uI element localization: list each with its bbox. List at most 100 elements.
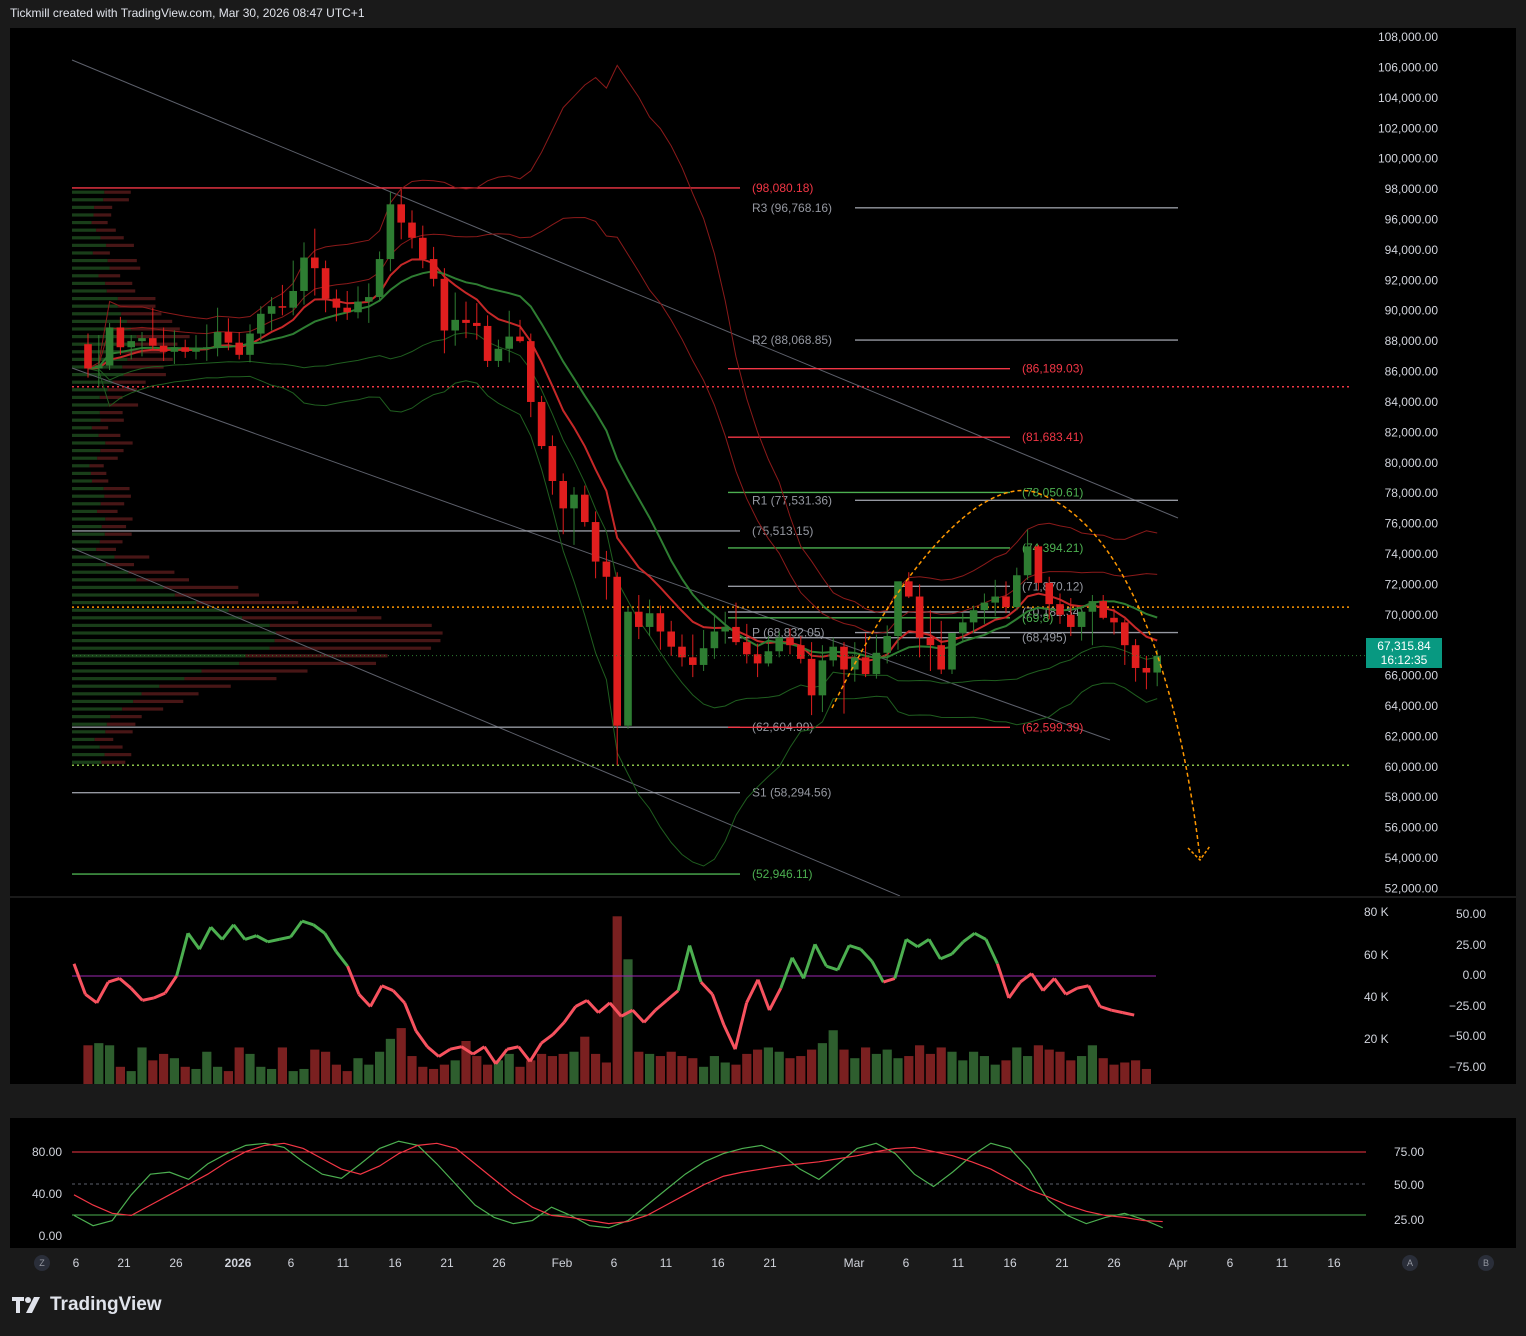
oscillator-segment bbox=[804, 944, 815, 978]
candle-body bbox=[95, 365, 103, 368]
candle-body bbox=[354, 302, 362, 313]
volume-profile-bar-down bbox=[159, 685, 230, 688]
candle-up bbox=[570, 487, 578, 545]
candle-body bbox=[570, 495, 578, 509]
volume-profile-bar-up bbox=[72, 517, 105, 520]
price-axis-tick: 96,000.00 bbox=[1385, 213, 1439, 227]
candle-body bbox=[646, 613, 654, 627]
candle-down bbox=[538, 396, 546, 449]
oscillator-segment bbox=[769, 988, 780, 1010]
oscillator-segment bbox=[1089, 986, 1100, 1007]
oscillator-segment bbox=[222, 925, 233, 940]
oscillator-segment bbox=[302, 921, 313, 925]
stochastic-left-tick: 0.00 bbox=[39, 1229, 63, 1243]
volume-bar bbox=[883, 1050, 892, 1084]
volume-profile-bar-down bbox=[142, 692, 199, 695]
oscillator-segment bbox=[781, 958, 792, 989]
volume-profile-bar-down bbox=[104, 495, 131, 498]
candle-body bbox=[959, 622, 967, 633]
candle-up bbox=[721, 612, 729, 644]
candle-body bbox=[333, 299, 341, 308]
oscillator-panel[interactable]: 80.00 40.00 0.00 75.00 50.00 25.00 bbox=[10, 1118, 1516, 1248]
price-panel[interactable]: (98,080.18) R3 (96,768.16) R2 (88,068.85) (… bbox=[10, 28, 1516, 896]
volume-profile-bar-up bbox=[72, 267, 110, 270]
oscillator-segment bbox=[325, 933, 336, 951]
candle-body bbox=[862, 657, 870, 674]
oscillator-segment bbox=[279, 937, 290, 939]
oscillator-segment bbox=[598, 1003, 609, 1013]
volume-bar bbox=[1023, 1056, 1032, 1084]
volume-profile-bar-up bbox=[72, 723, 107, 726]
stochastic-left-tick: 80.00 bbox=[32, 1145, 62, 1159]
oscillator-segment bbox=[507, 1047, 518, 1049]
oscillator-segment bbox=[473, 1047, 484, 1054]
candle-up bbox=[1078, 607, 1086, 640]
time-axis-tick: Mar bbox=[844, 1256, 865, 1270]
price-axis-tick: 108,000.00 bbox=[1378, 30, 1438, 44]
candle-up bbox=[365, 283, 373, 323]
volume-bar bbox=[699, 1067, 708, 1084]
candle-down bbox=[927, 610, 935, 671]
volume-panel[interactable]: 80 K 60 K 40 K 20 K 50.00 25.00 0.00 −25.00 −50.… bbox=[10, 898, 1516, 1084]
candle-body bbox=[214, 332, 222, 347]
candle-down bbox=[559, 473, 567, 534]
time-axis-tick: 16 bbox=[1327, 1256, 1341, 1270]
volume-chart[interactable]: 80 K 60 K 40 K 20 K 50.00 25.00 0.00 −25.00 −50.… bbox=[10, 898, 1516, 1084]
time-axis[interactable]: 6 21 26 2026 6 11 16 21 26 Feb 6 11 16 21 Mar 6 11 16 21 26… bbox=[0, 1250, 1526, 1276]
oscillator-chart[interactable]: 80.00 40.00 0.00 75.00 50.00 25.00 bbox=[10, 1118, 1516, 1248]
candle-body bbox=[948, 633, 956, 669]
candle-body bbox=[1099, 601, 1107, 618]
candle-down bbox=[484, 315, 492, 367]
candle-body bbox=[484, 326, 492, 361]
stochastic-left-tick: 40.00 bbox=[32, 1187, 62, 1201]
time-axis-tick: 11 bbox=[952, 1256, 965, 1270]
volume-profile-bar-down bbox=[105, 753, 132, 756]
volume-profile-bar-down bbox=[106, 244, 134, 247]
volume-bar bbox=[602, 1063, 611, 1085]
volume-profile-bar-down bbox=[133, 700, 183, 703]
volume-profile-bar-down bbox=[242, 616, 381, 619]
volume-profile-bar-down bbox=[94, 206, 112, 209]
candle-down bbox=[743, 624, 751, 664]
scale-settings-button[interactable]: B bbox=[1478, 1255, 1494, 1271]
time-axis-tick: 26 bbox=[1107, 1256, 1121, 1270]
candle-body bbox=[624, 612, 632, 726]
candle-body bbox=[981, 603, 989, 611]
volume-profile-bar-up bbox=[72, 472, 91, 475]
volume-bar bbox=[451, 1060, 460, 1084]
volume-profile-bar-down bbox=[196, 601, 298, 604]
auto-scale-button[interactable]: A bbox=[1402, 1255, 1418, 1271]
oscillator-segment bbox=[644, 1010, 655, 1022]
candle-up bbox=[451, 293, 459, 346]
oscillator-segment bbox=[1009, 982, 1020, 998]
volume-profile-bar-down bbox=[99, 434, 121, 437]
price-axis-tick: 72,000.00 bbox=[1385, 577, 1439, 591]
volume-bar bbox=[1066, 1060, 1075, 1084]
volume-profile-bar-up bbox=[72, 616, 242, 619]
candle-down bbox=[937, 621, 945, 674]
level-label: S1 (58,294.56) bbox=[752, 786, 831, 800]
volume-bar bbox=[94, 1043, 103, 1084]
volume-bar bbox=[915, 1045, 924, 1084]
price-chart[interactable]: (98,080.18) R3 (96,768.16) R2 (88,068.85) (… bbox=[10, 28, 1516, 896]
candle-down bbox=[279, 285, 287, 315]
stochastic-d-line bbox=[74, 1143, 1163, 1223]
oscillator-segment bbox=[792, 958, 803, 979]
volume-bar bbox=[375, 1052, 384, 1084]
volume-profile-bar-down bbox=[96, 548, 116, 551]
candle-down bbox=[581, 486, 589, 527]
oscillator-segment bbox=[541, 1035, 552, 1044]
price-axis-tick: 88,000.00 bbox=[1385, 334, 1439, 348]
timezone-button[interactable]: Z bbox=[34, 1255, 50, 1271]
candle-down bbox=[732, 603, 740, 646]
candle-body bbox=[1089, 601, 1097, 612]
volume-profile-bar-down bbox=[110, 715, 141, 718]
volume-profile-bar-up bbox=[72, 563, 106, 566]
candle-down bbox=[592, 511, 600, 578]
candle-body bbox=[840, 647, 848, 670]
volume-bar bbox=[904, 1056, 913, 1084]
volume-profile-bar-down bbox=[239, 662, 376, 665]
volume-profile-bar-up bbox=[72, 707, 122, 710]
volume-profile-bar-down bbox=[102, 525, 126, 528]
volume-profile-bar-down bbox=[184, 677, 276, 680]
